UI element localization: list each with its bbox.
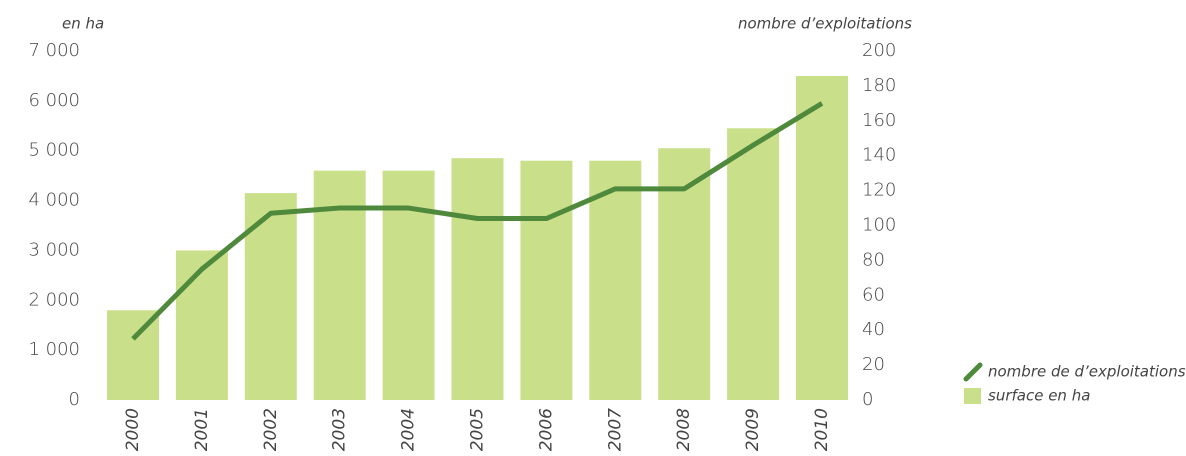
bar [175, 250, 228, 400]
x-tick-label: 2004 [399, 408, 419, 451]
legend-swatch [964, 388, 981, 404]
y-tick-label: 4 000 [28, 190, 80, 211]
y-tick-label: 2 000 [28, 289, 80, 310]
x-tick-label: 2005 [468, 408, 488, 451]
y2-tick-label: 20 [862, 354, 885, 375]
bar [520, 160, 573, 400]
x-tick-label: 2003 [330, 408, 350, 451]
y2-tick-label: 180 [862, 75, 896, 96]
y-tick-label: 3 000 [28, 239, 80, 260]
bar [313, 170, 366, 400]
y-tick-label: 1 000 [28, 339, 80, 360]
bar [727, 128, 780, 400]
y2-tick-label: 40 [862, 319, 885, 340]
bar [451, 158, 504, 400]
x-tick-label: 2000 [123, 408, 143, 451]
y2-tick-label: 160 [862, 110, 896, 131]
y-tick-label: 6 000 [28, 90, 80, 111]
bar [382, 170, 435, 400]
x-tick-label: 2007 [605, 408, 625, 451]
y2-tick-label: 80 [862, 249, 885, 270]
x-tick-label: 2002 [261, 408, 281, 451]
y-tick-label: 5 000 [28, 140, 80, 161]
legend-label: surface en ha [988, 387, 1090, 405]
bar [796, 75, 848, 400]
bar [244, 193, 297, 400]
bar [107, 310, 159, 400]
y2-tick-label: 60 [862, 284, 885, 305]
y2-tick-label: 0 [862, 389, 873, 410]
legend-label: nombre de d’exploitations [988, 363, 1186, 381]
x-tick-label: 2010 [812, 408, 832, 451]
x-tick-label: 2001 [192, 408, 212, 451]
x-tick-label: 2006 [536, 408, 556, 451]
x-tick-label: 2008 [674, 408, 694, 451]
y2-tick-label: 120 [862, 180, 896, 201]
y2-tick-label: 140 [862, 145, 896, 166]
bar [589, 160, 642, 400]
y-tick-label: 7 000 [28, 40, 80, 61]
x-tick-label: 2009 [743, 408, 763, 451]
y2-tick-label: 100 [862, 215, 896, 236]
y-axis-label: en ha [62, 15, 104, 33]
y2-tick-label: 200 [862, 40, 896, 61]
legend-swatch [963, 362, 983, 382]
y2-axis-label: nombre d’exploitations [738, 15, 912, 33]
line [131, 101, 824, 341]
y-tick-label: 0 [69, 389, 80, 410]
